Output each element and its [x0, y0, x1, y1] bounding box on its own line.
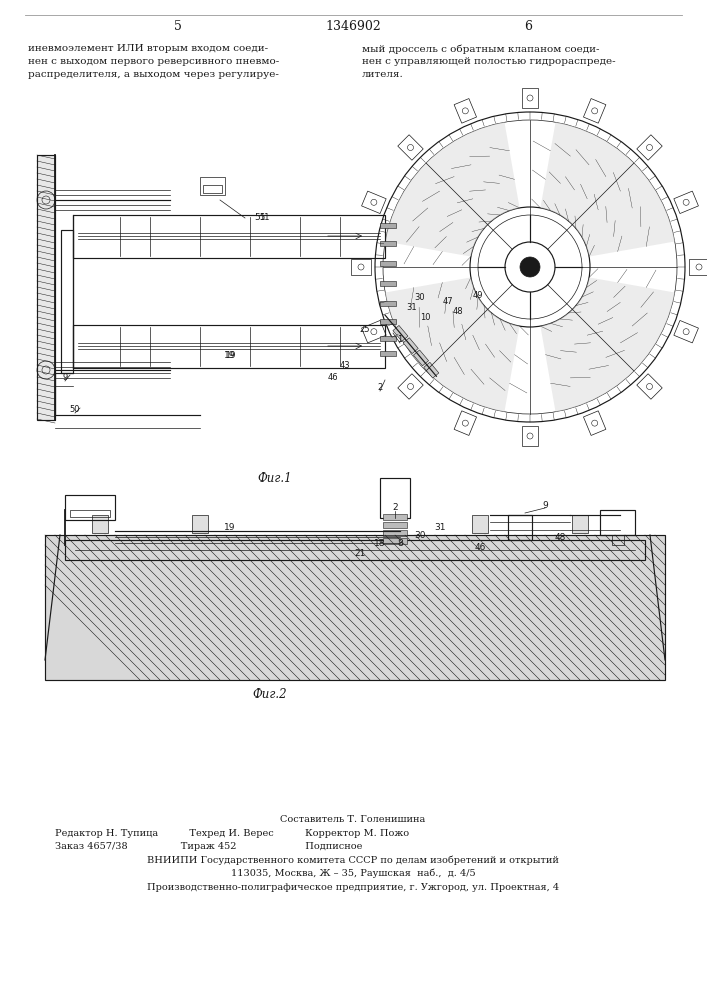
Text: 5: 5: [174, 20, 182, 33]
Bar: [572, 515, 588, 533]
Text: 19: 19: [225, 351, 235, 360]
Bar: [73, 325, 385, 368]
Text: 2: 2: [392, 504, 398, 512]
Text: Производственно-полиграфическое предприятие, г. Ужгород, ул. Проектная, 4: Производственно-полиграфическое предприя…: [147, 882, 559, 892]
Text: 48: 48: [554, 532, 566, 542]
Text: Фиг.1: Фиг.1: [257, 472, 292, 485]
Bar: [61, 230, 73, 373]
Bar: [200, 177, 225, 195]
Text: 31: 31: [434, 522, 445, 532]
Bar: [380, 478, 410, 518]
Bar: [65, 540, 645, 560]
Text: 9: 9: [542, 500, 548, 510]
Bar: [70, 510, 110, 517]
Text: 19: 19: [224, 351, 235, 360]
Polygon shape: [403, 338, 419, 354]
Bar: [192, 515, 208, 533]
Text: 47: 47: [443, 298, 453, 306]
Text: 19: 19: [224, 522, 235, 532]
Bar: [380, 223, 396, 228]
Polygon shape: [393, 325, 408, 341]
Bar: [383, 538, 407, 544]
Bar: [45, 535, 665, 680]
Bar: [600, 510, 635, 535]
Polygon shape: [423, 362, 439, 378]
Bar: [73, 215, 385, 258]
Bar: [383, 522, 407, 528]
Bar: [380, 241, 396, 246]
Bar: [92, 515, 108, 533]
Text: 25: 25: [360, 326, 370, 334]
Text: 1346902: 1346902: [325, 20, 381, 33]
Text: 8: 8: [397, 538, 403, 548]
Text: 50: 50: [70, 406, 81, 414]
Text: 49: 49: [473, 290, 484, 300]
Text: 30: 30: [414, 530, 426, 540]
Bar: [65, 495, 115, 520]
Text: ВНИИПИ Государственного комитета СССР по делам изобретений и открытий: ВНИИПИ Государственного комитета СССР по…: [147, 856, 559, 865]
Text: мый дроссель с обратным клапаном соеди-
нен с управляющей полостью гидрораспреде: мый дроссель с обратным клапаном соеди- …: [362, 44, 616, 79]
Text: 51: 51: [255, 214, 266, 223]
Text: Составитель Т. Голенишина: Составитель Т. Голенишина: [281, 815, 426, 824]
Text: 113035, Москва, Ж – 35, Раушская  наб.,  д. 4/5: 113035, Москва, Ж – 35, Раушская наб., д…: [230, 869, 475, 879]
Text: 51: 51: [259, 214, 270, 223]
Text: 30: 30: [415, 294, 426, 302]
Bar: [383, 514, 407, 520]
Text: 2: 2: [378, 383, 382, 392]
Bar: [380, 336, 396, 341]
Bar: [612, 535, 624, 545]
Bar: [203, 185, 222, 193]
Text: 21: 21: [354, 548, 366, 558]
Bar: [37, 155, 55, 420]
Bar: [380, 351, 396, 356]
Text: Заказ 4657/38                 Тираж 452                      Подписное: Заказ 4657/38 Тираж 452 Подписное: [55, 842, 363, 851]
Text: 46: 46: [327, 373, 339, 382]
Wedge shape: [540, 122, 674, 257]
Text: 43: 43: [339, 360, 350, 369]
Text: Фиг.2: Фиг.2: [252, 688, 287, 702]
Text: 18: 18: [374, 538, 386, 548]
Text: 10: 10: [420, 314, 431, 322]
Bar: [383, 530, 407, 536]
Bar: [472, 515, 488, 533]
Bar: [380, 281, 396, 286]
Bar: [380, 301, 396, 306]
Text: иневмоэлемент ИЛИ вторым входом соеди-
нен с выходом первого реверсивного пневмо: иневмоэлемент ИЛИ вторым входом соеди- н…: [28, 44, 279, 79]
Text: 31: 31: [407, 304, 417, 312]
Wedge shape: [540, 277, 674, 412]
Bar: [380, 261, 396, 266]
Text: 46: 46: [474, 544, 486, 552]
Polygon shape: [414, 350, 428, 366]
Text: Редактор Н. Тупица          Техред И. Верес          Корректор М. Пожо: Редактор Н. Тупица Техред И. Верес Корре…: [55, 828, 409, 838]
Wedge shape: [385, 277, 520, 412]
Text: 6: 6: [524, 20, 532, 33]
Wedge shape: [385, 122, 520, 257]
Bar: [508, 515, 532, 540]
Circle shape: [520, 257, 540, 277]
Text: 48: 48: [452, 308, 463, 316]
Bar: [380, 319, 396, 324]
Text: 1: 1: [397, 336, 402, 344]
Text: 9: 9: [62, 373, 68, 382]
